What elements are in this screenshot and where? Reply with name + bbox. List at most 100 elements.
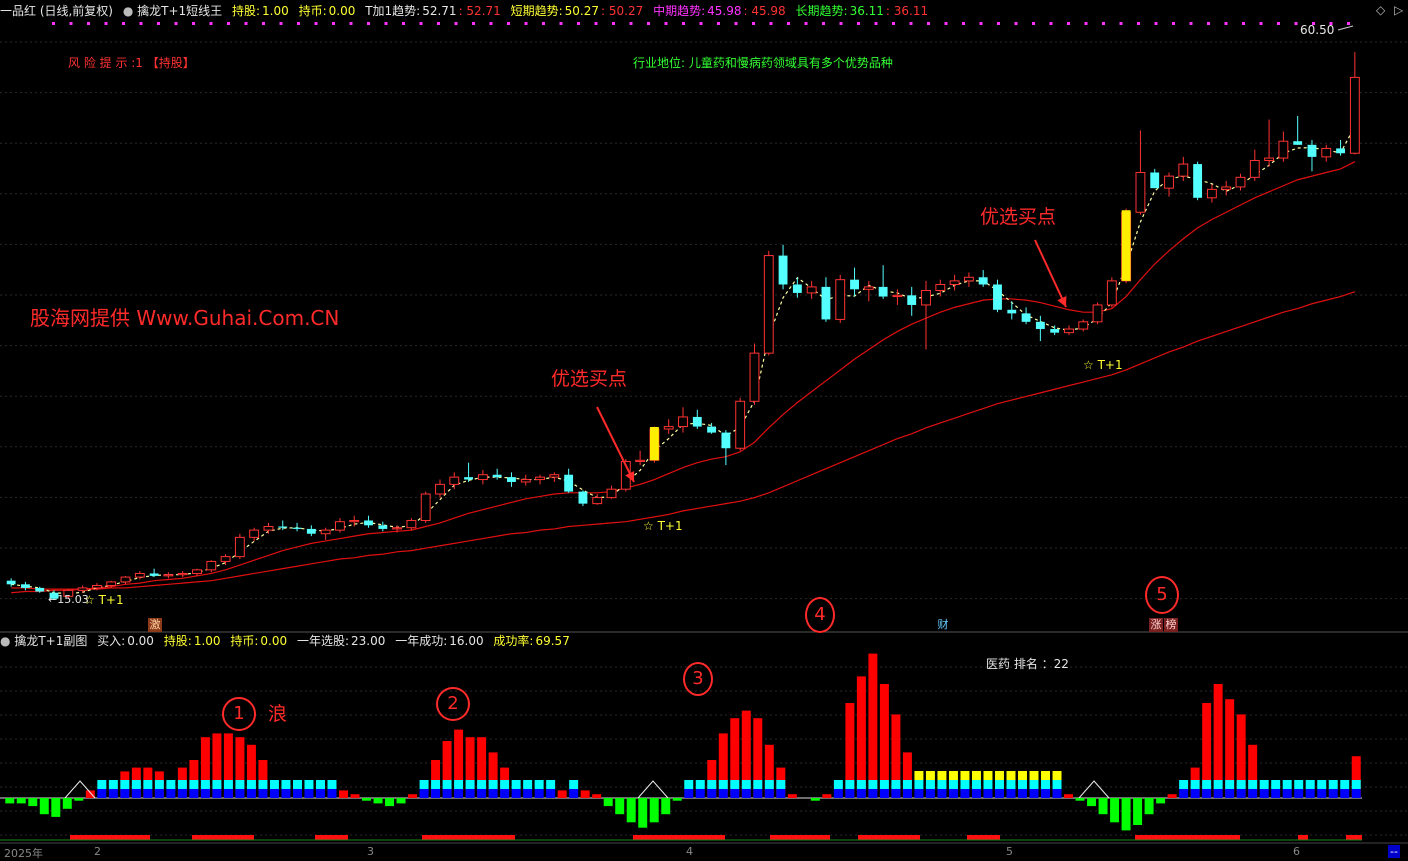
sub-bar-blue <box>534 789 544 798</box>
signal-dot <box>1277 22 1280 25</box>
signal-dot <box>857 22 860 25</box>
sub-bar-cyan <box>500 780 510 789</box>
signal-dot <box>542 22 545 25</box>
candle-body-down <box>907 295 917 305</box>
sub-bar-blue <box>1029 789 1039 798</box>
signal-dot <box>1032 22 1035 25</box>
mid-trend-label: 中期趋势: <box>653 4 706 18</box>
badge-cai[interactable]: 财 <box>937 618 949 631</box>
sub-bar-red <box>592 794 602 798</box>
sub-bar-blue <box>477 789 487 798</box>
sub-bar-blue <box>879 789 889 798</box>
sub-bar-blue <box>292 789 302 798</box>
sub-bar-blue <box>1305 789 1315 798</box>
sub-bar-blue <box>97 789 107 798</box>
sub-bar-cyan <box>937 780 947 789</box>
sub-bar-blue <box>960 789 970 798</box>
sub-bar-cyan <box>269 780 279 789</box>
signal-dot <box>1137 22 1140 25</box>
sub-bar-blue <box>419 789 429 798</box>
sub-bar-green <box>1121 798 1131 831</box>
sub-bar-cyan <box>684 780 694 789</box>
signal-dot <box>69 22 73 25</box>
scroll-arrow-icon[interactable]: ▷ <box>1394 3 1404 17</box>
sub-bar-red <box>431 760 441 798</box>
signal-dot <box>157 22 160 25</box>
sub-bar-cyan <box>454 780 464 789</box>
sub-bar-green <box>649 798 659 823</box>
sub-bar-cyan <box>776 780 786 789</box>
candle-body-up <box>63 589 74 597</box>
sub-bar-red <box>845 703 855 798</box>
candle-body-down <box>993 284 1002 310</box>
sub-bar-blue <box>983 789 993 798</box>
candle-body-down <box>1307 144 1317 157</box>
badge-bang[interactable]: 榜 <box>1164 618 1178 632</box>
sub-bar-red <box>822 794 832 798</box>
sub-bar-red <box>200 737 210 798</box>
sub-bar-blue <box>1259 789 1269 798</box>
badge-ji[interactable]: 激 <box>148 618 162 632</box>
coin-value: 0.00 <box>328 4 356 18</box>
sub-indicator-name[interactable]: 擒龙T+1副图 <box>14 634 88 648</box>
t1-trend-label: T加1趋势: <box>365 4 421 18</box>
sub-signal-strip <box>192 835 254 840</box>
badge-zhang[interactable]: 涨 <box>1149 618 1163 632</box>
sub-bar-red <box>1213 684 1223 798</box>
main-indicator-name[interactable]: 擒龙T+1短线王 <box>137 4 223 18</box>
sub-bar-red <box>856 676 866 798</box>
sub-bar-blue <box>1202 789 1212 798</box>
candle-body-up <box>921 290 931 306</box>
candle-body-down <box>49 592 59 599</box>
sub-bar-cyan <box>948 780 958 789</box>
sub-bar-cyan <box>223 780 233 789</box>
candle-body-down <box>1293 141 1303 145</box>
year-success-label: 一年成功: <box>395 634 448 648</box>
signal-dot <box>787 22 790 25</box>
wave-label: 浪 <box>268 703 288 725</box>
sub-bar-blue <box>223 789 233 798</box>
sub-bar-cyan <box>177 780 187 789</box>
sub-bar-green <box>1156 798 1166 804</box>
signal-dot <box>384 22 388 25</box>
signal-dot <box>524 22 528 25</box>
x-axis-corner[interactable]: -- <box>1388 845 1400 858</box>
candle-body-down <box>378 525 388 529</box>
candle-body-up <box>163 574 174 577</box>
sub-bar-cyan <box>235 780 245 789</box>
sub-bar-cyan <box>534 780 544 789</box>
signal-dot <box>489 22 493 25</box>
sub-bar-cyan <box>442 780 452 789</box>
grid-lines <box>0 22 1408 844</box>
sub-signal-strip <box>315 835 348 840</box>
buy-label: 买入: <box>97 634 126 648</box>
candle-body-down <box>1050 329 1060 333</box>
sub-bar-blue <box>1317 789 1327 798</box>
sub-bar-red <box>868 653 878 798</box>
sub-settings-icon[interactable]: ● <box>0 634 11 648</box>
sub-bar-blue <box>833 789 843 798</box>
candle-body-up <box>549 474 560 478</box>
candle-body-down <box>306 528 316 534</box>
candle-body-up <box>206 560 217 571</box>
sub-bar-cyan <box>131 780 141 789</box>
sub-bar-blue <box>200 789 210 798</box>
candle-body-up <box>735 400 746 449</box>
candle-body-down <box>1007 309 1017 314</box>
indicator-settings-icon[interactable]: ● <box>122 4 134 18</box>
candle-body-down <box>978 277 988 285</box>
sub-bar-cyan <box>143 780 153 789</box>
moving-average-lines <box>11 126 1356 595</box>
signal-dot <box>1242 22 1245 25</box>
sub-bar-blue <box>108 789 118 798</box>
trend-dashed-line <box>11 126 1356 595</box>
candle-body-up <box>863 286 874 290</box>
diamond-icon[interactable]: ◇ <box>1376 3 1386 17</box>
sub-bar-red <box>1351 756 1361 798</box>
sub-bar-blue <box>730 789 740 798</box>
sub-bar-cyan <box>707 780 717 789</box>
signal-dot <box>1347 22 1350 25</box>
stock-title[interactable]: 一品红 (日线,前复权) <box>0 4 113 18</box>
candle-body-down <box>21 584 30 588</box>
candle-body-up <box>334 521 345 531</box>
